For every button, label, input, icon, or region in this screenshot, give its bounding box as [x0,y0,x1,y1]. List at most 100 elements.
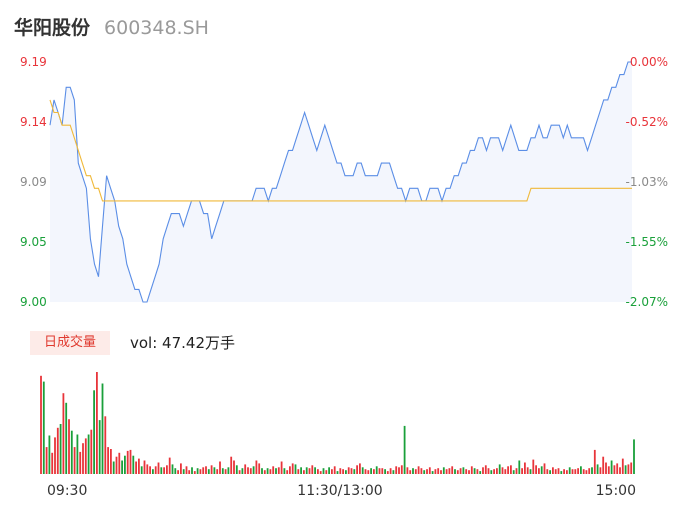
volume-bar [585,470,588,474]
y-tick-left: 9.19 [20,55,47,69]
volume-bar [93,390,95,474]
volume-bar [160,467,163,474]
volume-bar [512,470,515,474]
volume-bar [445,469,448,474]
volume-bar [473,468,476,474]
volume-bar [146,464,149,474]
volume-bar [171,464,174,474]
volume-bar [386,471,389,474]
volume-bar [627,464,630,474]
volume-bar [107,447,109,474]
volume-bar [339,468,342,474]
volume-bar [574,469,577,474]
volume-bar [272,466,275,474]
volume-bar [138,458,140,474]
volume-bar [454,469,456,474]
volume-tab[interactable]: 日成交量 [30,331,110,355]
volume-bar [414,469,417,474]
stock-header: 华阳股份 600348.SH [14,13,209,39]
volume-bar [252,466,255,474]
volume-bar [476,469,479,474]
volume-bar [101,383,104,474]
volume-bar [152,469,154,474]
volume-bar [490,470,493,474]
volume-bar [188,470,191,474]
volume-bar [166,465,168,474]
volume-bar [303,470,305,474]
volume-bar [532,459,535,474]
y-tick-right: -1.03% [626,175,668,189]
volume-bar [269,469,272,474]
volume-bar [322,468,325,474]
volume-bar [504,469,507,474]
y-tick-right: 0.00% [630,55,668,69]
volume-bar [507,466,509,474]
volume-bar [373,469,375,474]
volume-bar [59,424,62,474]
volume-bar [90,429,93,474]
volume-bar [205,466,207,474]
volume-bar [283,468,286,474]
volume-bar [568,467,571,474]
volume-bar [199,469,202,474]
volume-bar [412,468,414,474]
volume-bar [426,469,428,474]
volume-bar [468,470,470,474]
volume-bar [420,468,423,474]
volume-bar [375,466,378,474]
volume-bar [96,372,98,474]
volume-bar [300,467,302,474]
volume-bar [577,468,579,474]
volume-bar [524,462,526,474]
volume-bar [45,447,48,474]
volume-bar [230,456,233,474]
volume-bar [154,466,157,474]
volume-bar [266,468,269,474]
volume-bar [459,468,462,474]
volume-bar [277,467,280,474]
volume-bar [518,460,521,474]
volume-bar [484,465,487,474]
volume-bar [392,470,395,474]
volume-bar [526,467,529,474]
volume-bar [624,465,627,474]
volume-bar [417,466,420,474]
time-axis-labels: 09:30 11:30/13:00 15:00 [47,483,636,499]
volume-bar [182,469,185,474]
y-tick-left: 9.05 [20,235,47,249]
volume-bar [263,470,266,474]
average-price-line [49,99,632,202]
x-tick-label: 09:30 [47,483,87,499]
volume-bar [535,465,537,474]
y-tick-left: 9.14 [20,115,47,129]
volume-bar [163,467,165,474]
volume-bar [196,468,199,474]
volume-bar [235,465,238,474]
volume-bar [448,468,451,474]
volume-bar [65,402,68,474]
volume-bar [389,468,392,474]
volume-bar [126,450,129,474]
volume-bar [602,456,605,474]
volume-bar [361,467,364,474]
volume-bar [124,455,126,474]
volume-bar [434,469,437,474]
volume-bar [465,469,468,474]
volume-value: 47.42万手 [162,334,235,352]
x-tick-label: 15:00 [596,483,636,499]
y-tick-left: 9.00 [20,295,47,309]
volume-bar [227,467,230,474]
volume-bar [406,467,409,474]
volume-bar [515,468,518,474]
volume-bar [630,462,633,474]
volume-bar [112,461,115,474]
volume-bar [482,467,484,474]
volume-bar [110,449,112,474]
volume-bar [311,465,314,474]
volume-bar [118,452,121,474]
volume-bar [633,439,635,474]
volume-bar [599,467,602,474]
volume-bar [616,463,619,474]
volume-bar [98,420,101,474]
volume-bar [364,469,367,474]
